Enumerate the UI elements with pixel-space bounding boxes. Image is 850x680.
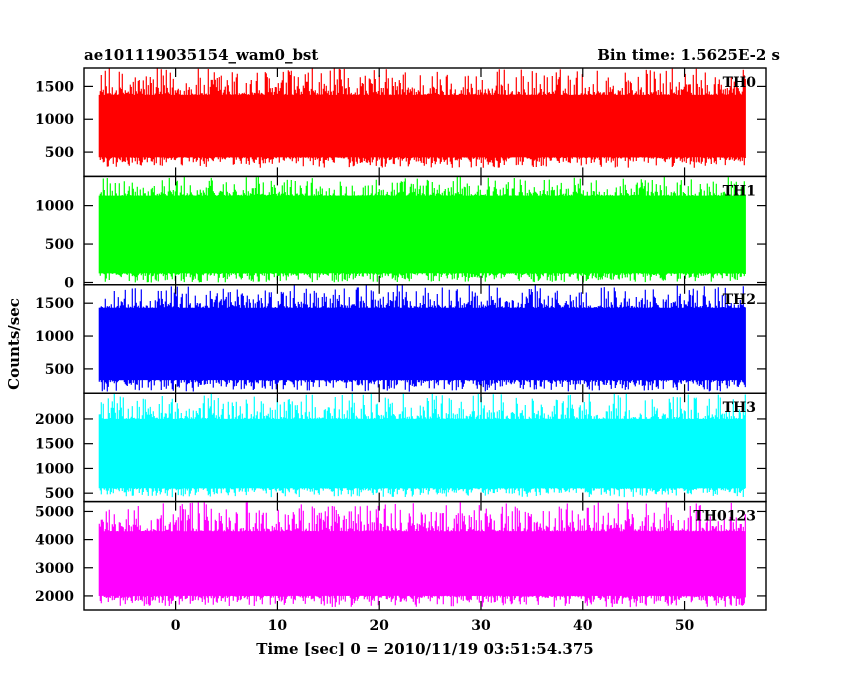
panel-th0: 500 1000 1500 TH0 [35, 67, 767, 178]
x-tick-label: 0 [171, 618, 181, 634]
y-tick-label: 5000 [35, 504, 74, 520]
panel-label: TH1 [723, 183, 756, 199]
x-tick-label: 50 [675, 618, 695, 634]
panel-label: TH0123 [693, 509, 756, 525]
y-tick-label: 500 [45, 362, 74, 378]
y-tick-label: 500 [45, 486, 74, 502]
x-tick-label: 40 [573, 618, 593, 634]
panel-th1: 0 500 1000 TH1 [35, 175, 767, 291]
panel-th0123: 2000 3000 4000 5000 TH0123 [35, 500, 767, 611]
y-tick-label: 1500 [35, 437, 74, 453]
x-tick-label: 30 [471, 618, 491, 634]
panel-frame [83, 500, 767, 611]
series-trace-th2 [98, 284, 746, 392]
y-tick-label: 1000 [35, 112, 74, 128]
panel-label: TH0 [723, 75, 757, 91]
y-tick-label: 2000 [35, 412, 74, 428]
x-tick-label: 20 [369, 618, 389, 634]
y-tick-label: 2000 [35, 589, 74, 605]
series-trace-th3 [98, 393, 746, 498]
x-axis-label: Time [sec] 0 = 2010/11/19 03:51:54.375 [256, 640, 593, 658]
y-tick-label: 1000 [35, 329, 74, 345]
series-trace-th0 [98, 68, 746, 168]
panel-th3: 500 1000 1500 2000 TH3 [35, 392, 767, 503]
x-tick-label: 10 [268, 618, 288, 634]
x-axis: 0 10 20 30 40 50 [171, 618, 695, 634]
y-tick-label: 500 [45, 145, 74, 161]
panel-label: TH3 [723, 400, 756, 416]
y-axis-label: Counts/sec [5, 298, 23, 390]
y-tick-label: 4000 [35, 533, 74, 549]
y-tick-label: 1000 [35, 199, 74, 215]
series-trace-th1 [98, 176, 746, 283]
y-tick-label: 1500 [35, 296, 74, 312]
series-trace-th0123 [98, 502, 746, 608]
chart-title: ae101119035154_wam0_bst [84, 46, 318, 64]
y-tick-label: 1500 [35, 79, 74, 95]
y-tick-label: 500 [45, 237, 74, 253]
panel-label: TH2 [723, 292, 756, 308]
bin-time-label: Bin time: 1.5625E-2 s [597, 46, 780, 64]
y-tick-label: 1000 [35, 461, 74, 477]
y-tick-label: 0 [64, 275, 74, 291]
y-tick-label: 3000 [35, 561, 74, 577]
panel-th2: 500 1000 1500 TH2 [35, 284, 767, 394]
